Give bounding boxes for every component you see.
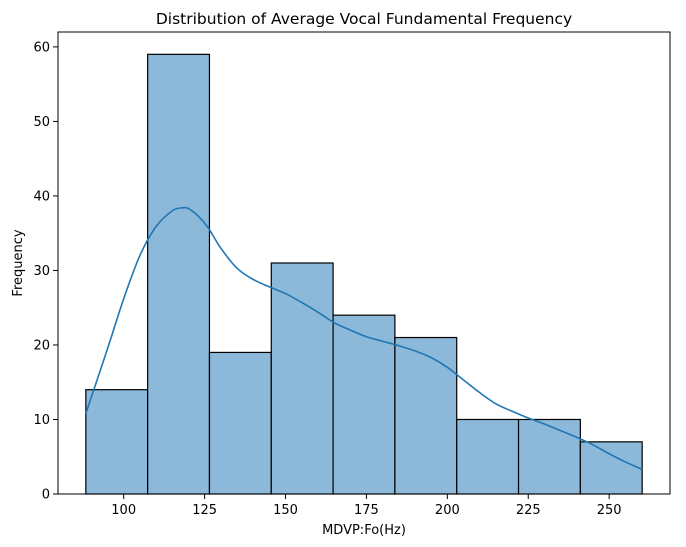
chart-title: Distribution of Average Vocal Fundamenta… [156,10,572,28]
histogram-bar [579,441,643,495]
y-tick-label: 30 [33,264,50,279]
histogram-bar [517,418,581,495]
axes-spines [57,31,671,495]
x-tick-label: 250 [597,503,622,518]
histogram-bar [85,389,149,495]
x-tick-label: 225 [516,503,541,518]
histogram-bar [456,418,520,495]
y-tick-label: 60 [33,40,50,55]
x-tick-label: 175 [354,503,379,518]
y-tick-label: 40 [33,189,50,204]
histogram-bar [147,53,211,495]
y-tick-label: 10 [33,413,50,428]
bars-group [85,53,643,495]
kde-curve [85,206,643,471]
histogram-bar [332,314,396,495]
x-axis-ticks: 100 125 150 175 200 225 250 [111,494,622,518]
y-tick-label: 0 [42,488,50,503]
axes-frame [57,31,671,495]
y-axis-ticks: 0 10 20 30 40 50 60 [33,40,58,503]
y-tick-label: 20 [33,338,50,353]
histogram-bar [208,351,272,495]
x-tick-label: 200 [435,503,460,518]
x-tick-label: 150 [273,503,298,518]
y-tick-label: 50 [33,115,50,130]
y-axis-label: Frequency [11,229,26,296]
x-tick-label: 125 [192,503,217,518]
x-axis-label: MDVP:Fo(Hz) [322,523,406,538]
x-tick-label: 100 [111,503,136,518]
histogram-bar [394,336,458,495]
histogram-bar [270,262,334,495]
